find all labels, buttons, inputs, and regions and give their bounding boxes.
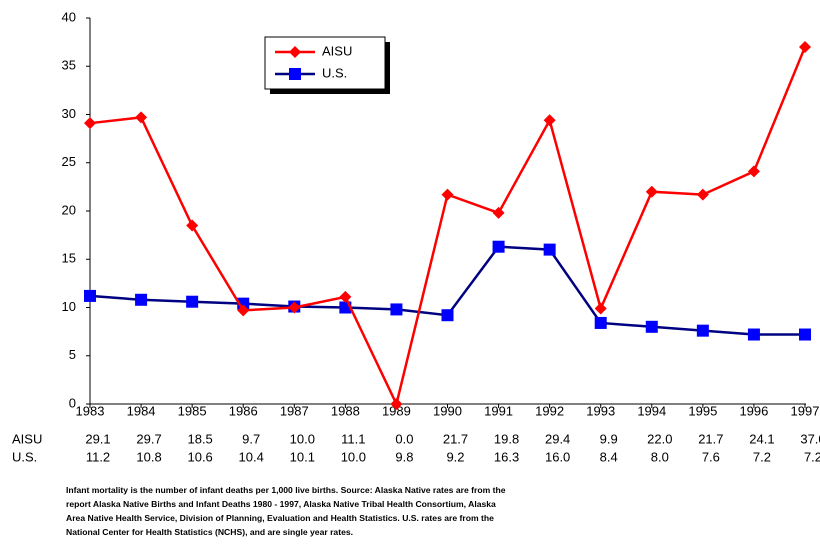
marker — [799, 328, 811, 341]
marker — [237, 304, 250, 317]
table-cell: 10.1 — [290, 449, 315, 464]
marker — [543, 243, 556, 256]
x-tick-label: 1984 — [127, 403, 156, 418]
table-cell: 10.4 — [239, 449, 264, 464]
y-tick-label: 0 — [69, 395, 76, 410]
marker — [135, 293, 148, 306]
x-tick-label: 1989 — [382, 403, 411, 418]
legend-label: AISU — [322, 43, 352, 58]
legend-label: U.S. — [322, 65, 347, 80]
x-tick-label: 1983 — [76, 403, 105, 418]
table-cell: 7.2 — [804, 449, 820, 464]
marker — [543, 114, 556, 127]
y-tick-label: 5 — [69, 347, 76, 362]
table-cell: 10.0 — [290, 431, 315, 446]
y-tick-label: 15 — [62, 251, 76, 266]
x-tick-label: 1994 — [637, 403, 666, 418]
table-cell: 8.4 — [600, 449, 618, 464]
marker — [696, 324, 709, 337]
marker — [799, 40, 811, 53]
y-tick-label: 40 — [62, 9, 76, 24]
marker — [645, 320, 658, 333]
table-cell: 9.7 — [242, 431, 260, 446]
table-cell: 10.0 — [341, 449, 366, 464]
table-cell: 22.0 — [647, 431, 672, 446]
legend — [264, 36, 386, 90]
x-tick-label: 1986 — [229, 403, 258, 418]
marker — [696, 188, 709, 201]
marker — [492, 206, 505, 219]
table-cell: 9.2 — [446, 449, 464, 464]
marker — [492, 240, 505, 253]
marker — [339, 290, 352, 303]
marker — [390, 303, 403, 316]
table-cell: 29.1 — [85, 431, 110, 446]
table-cell: 16.0 — [545, 449, 570, 464]
marker — [84, 117, 96, 130]
table-cell: 19.8 — [494, 431, 519, 446]
marker — [747, 165, 760, 178]
marker — [84, 289, 96, 302]
table-cell: 10.6 — [187, 449, 212, 464]
table-cell: 9.8 — [395, 449, 413, 464]
x-tick-label: 1996 — [739, 403, 768, 418]
table-row-label: AISU — [12, 431, 42, 446]
table-cell: 9.9 — [600, 431, 618, 446]
marker — [289, 68, 301, 80]
marker — [135, 111, 148, 124]
table-row-label: U.S. — [12, 449, 37, 464]
y-tick-label: 35 — [62, 58, 76, 73]
x-tick-label: 1991 — [484, 403, 513, 418]
marker — [594, 316, 607, 329]
table-cell: 11.2 — [86, 449, 110, 464]
table-cell: 21.7 — [443, 431, 468, 446]
marker — [645, 185, 658, 198]
table-cell: 24.1 — [749, 431, 774, 446]
table-cell: 8.0 — [651, 449, 669, 464]
table-cell: 37.0 — [800, 431, 820, 446]
table-cell: 21.7 — [698, 431, 723, 446]
marker — [288, 301, 301, 314]
footnote: Infant mortality is the number of infant… — [66, 485, 506, 495]
line — [89, 245, 805, 336]
table-cell: 11.1 — [341, 431, 365, 446]
x-tick-label: 1995 — [688, 403, 717, 418]
x-tick-label: 1992 — [535, 403, 564, 418]
x-tick-label: 1987 — [280, 403, 309, 418]
table-cell: 7.2 — [753, 449, 771, 464]
y-tick-label: 30 — [62, 106, 76, 121]
table-cell: 16.3 — [494, 449, 519, 464]
x-tick-label: 1988 — [331, 403, 360, 418]
y-tick-label: 10 — [62, 299, 76, 314]
table-cell: 10.8 — [136, 449, 161, 464]
x-tick-label: 1985 — [178, 403, 207, 418]
marker — [390, 398, 403, 410]
y-tick-label: 20 — [62, 202, 76, 217]
table-cell: 29.4 — [545, 431, 570, 446]
y-tick-label: 25 — [62, 154, 76, 169]
table-cell: 0.0 — [395, 431, 413, 446]
table-cell: 29.7 — [136, 431, 161, 446]
marker — [186, 219, 199, 232]
x-tick-label: 1997 — [791, 403, 820, 418]
marker — [289, 46, 301, 58]
marker — [594, 302, 607, 315]
marker — [186, 295, 199, 308]
marker — [441, 188, 454, 201]
x-tick-label: 1993 — [586, 403, 615, 418]
marker — [747, 328, 760, 341]
footnote: National Center for Health Statistics (N… — [66, 527, 353, 537]
marker — [441, 309, 454, 322]
table-cell: 18.5 — [187, 431, 212, 446]
footnote: Area Native Health Service, Division of … — [66, 513, 494, 523]
footnote: report Alaska Native Births and Infant D… — [66, 499, 496, 509]
x-tick-label: 1990 — [433, 403, 462, 418]
table-cell: 7.6 — [702, 449, 720, 464]
